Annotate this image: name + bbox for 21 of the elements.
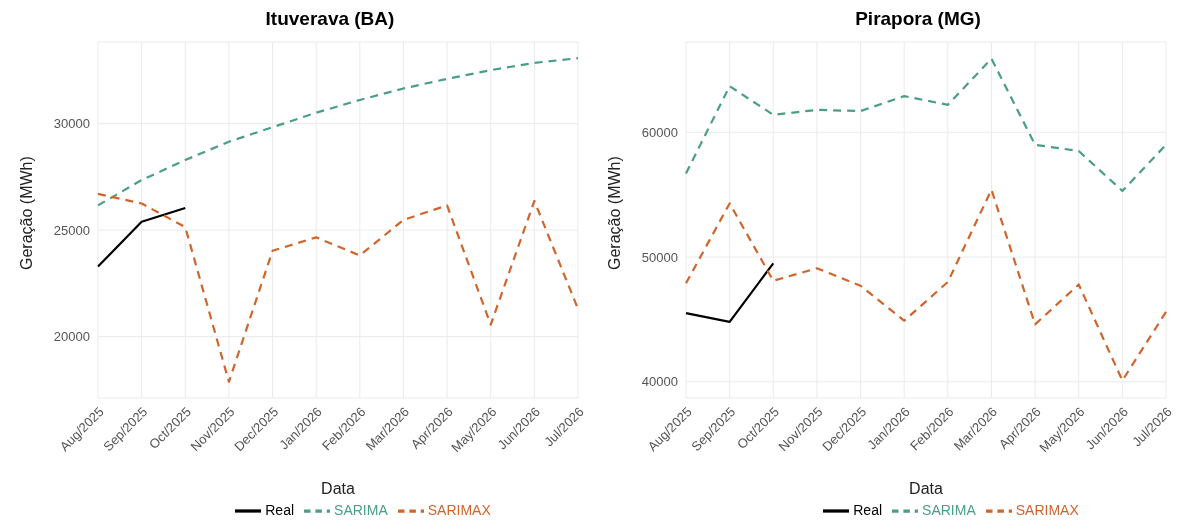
legend-label: SARIMAX — [1015, 501, 1079, 518]
y-axis-title: Geração (MWh) — [605, 156, 623, 270]
line-series — [96, 57, 580, 207]
y-tick-label: 60000 — [641, 124, 678, 140]
legend-label: Real — [265, 501, 295, 518]
legend-label: SARIMA — [922, 501, 976, 518]
chart-title: Ituverava (BA) — [264, 8, 396, 31]
y-tick-label: 30000 — [53, 116, 90, 132]
legend-label: SARIMAX — [427, 501, 491, 518]
y-tick-label: 50000 — [641, 249, 678, 265]
y-axis-title: Geração (MWh) — [17, 156, 35, 270]
chart-title: Pirapora (MG) — [854, 8, 982, 31]
x-axis-title: Data — [321, 480, 355, 497]
y-tick-label: 25000 — [53, 222, 90, 238]
y-tick-label: 20000 — [53, 329, 90, 345]
y-tick-label: 40000 — [641, 374, 678, 390]
line-series — [96, 192, 580, 383]
x-axis-title: Data — [909, 480, 943, 497]
legend-label: SARIMA — [334, 501, 388, 518]
line-series — [684, 57, 1168, 193]
legend-label: Real — [853, 501, 883, 518]
